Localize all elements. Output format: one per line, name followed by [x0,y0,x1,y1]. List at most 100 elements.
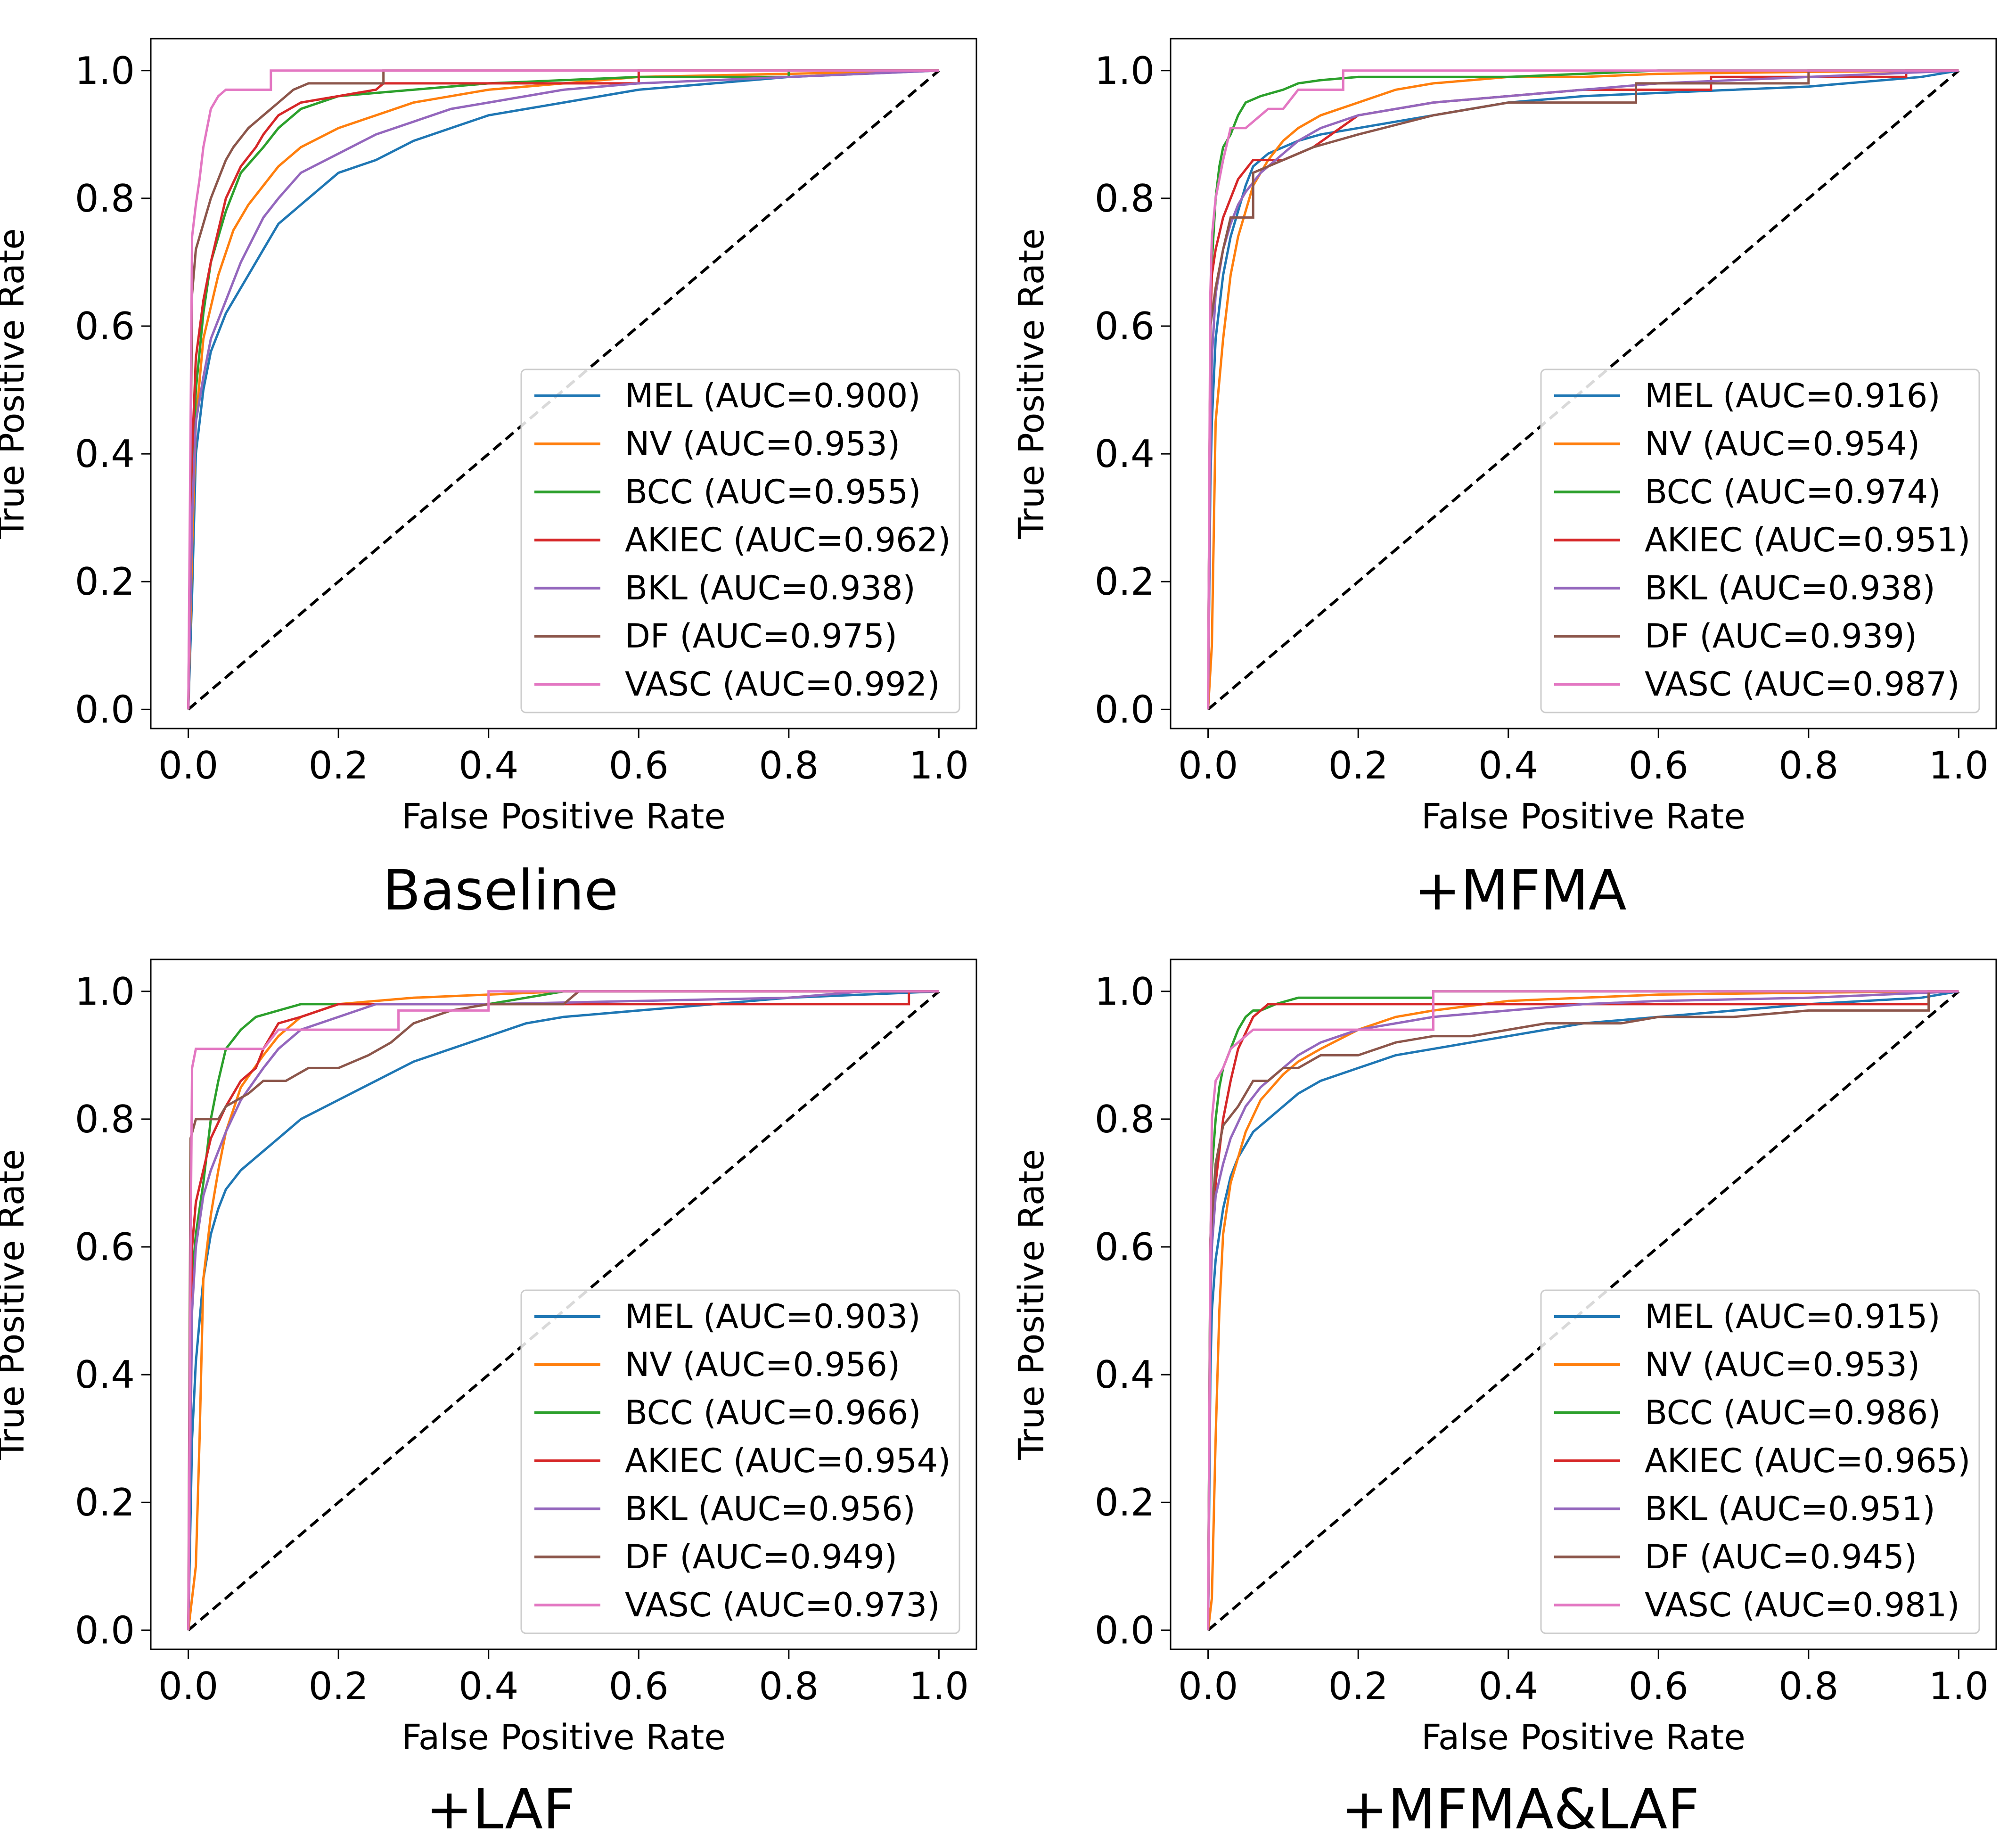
roc-curve-mel [187,69,939,710]
x-axis-label: False Positive Rate [1421,796,1746,837]
roc-curve-vasc [187,990,939,1630]
chance-diagonal-line [187,990,940,1631]
x-axis-label: False Positive Rate [402,1717,726,1758]
roc-curve-df [1207,69,1959,710]
x-tick-label: 0.2 [309,1664,369,1708]
legend-box [520,1289,960,1634]
x-tick-label: 0.8 [1778,744,1838,787]
y-axis-label: True Positive Rate [0,1149,32,1460]
legend-label-mel: MEL (AUC=0.903) [625,1297,921,1336]
roc-curve-nv [1207,990,1959,1630]
legend-label-bkl: BKL (AUC=0.956) [625,1490,916,1528]
roc-curve-vasc [1207,990,1959,1630]
legend: MEL (AUC=0.903) NV (AUC=0.956) BCC (AUC=0.… [520,1289,960,1634]
roc-panel: 0.0 0.2 0.4 0.6 0.8 1.0 0.0 0.2 0.4 0.6 0.8 1.0 Fals… [0,38,977,923]
legend-label-akiec: AKIEC (AUC=0.951) [1645,521,1970,559]
legend-label-df: DF (AUC=0.949) [625,1538,897,1576]
roc-curve-vasc [187,69,939,710]
x-tick-label: 0.6 [1629,744,1688,787]
panel-caption: +MFMA&LAF [1341,1777,1699,1842]
legend-label-df: DF (AUC=0.975) [625,617,897,655]
y-axis-label: True Positive Rate [1011,1149,1052,1460]
y-tick-label: 1.0 [75,970,135,1014]
roc-curve-df [187,69,939,710]
y-tick-label: 0.6 [75,1225,135,1269]
x-tick-label: 0.8 [759,1664,819,1708]
y-tick-label: 0.4 [75,1353,135,1397]
y-tick-label: 0.6 [1095,1225,1155,1269]
legend-label-bcc: BCC (AUC=0.966) [625,1393,921,1432]
legend-label-nv: NV (AUC=0.956) [625,1345,900,1384]
roc-curve-akiec [187,69,939,710]
x-tick-label: 0.0 [1178,1664,1238,1708]
y-tick-label: 0.4 [1095,432,1155,476]
y-tick-label: 0.0 [75,688,135,731]
roc-curve-bcc [187,69,939,710]
x-tick-label: 0.8 [759,744,819,787]
y-tick-label: 0.2 [1095,560,1155,604]
x-tick-label: 0.6 [609,744,669,787]
roc-curve-bkl [187,990,939,1630]
x-axis-label: False Positive Rate [402,796,726,837]
y-tick-label: 0.2 [75,1481,135,1524]
chance-diagonal-line [1207,990,1960,1631]
x-tick-label: 0.0 [158,1664,218,1708]
roc-curve-bkl [187,69,939,710]
y-tick-label: 0.6 [1095,304,1155,348]
legend-label-bcc: BCC (AUC=0.974) [1645,473,1941,511]
panel-caption: Baseline [383,858,618,923]
legend-box [520,369,960,713]
legend-label-akiec: AKIEC (AUC=0.962) [625,521,951,559]
x-tick-label: 1.0 [909,744,969,787]
legend-label-vasc: VASC (AUC=0.973) [625,1586,940,1624]
x-tick-label: 0.0 [158,744,218,787]
y-tick-label: 0.0 [1095,1608,1155,1652]
legend: MEL (AUC=0.916) NV (AUC=0.954) BCC (AUC=0.… [1540,369,1980,713]
legend: MEL (AUC=0.915) NV (AUC=0.953) BCC (AUC=0.… [1540,1289,1980,1634]
y-tick-label: 0.8 [75,177,135,221]
legend-label-bkl: BKL (AUC=0.938) [625,569,916,607]
chance-diagonal-line [187,69,940,711]
x-tick-label: 0.0 [1178,744,1238,787]
panel-caption: +MFMA [1414,858,1626,923]
legend-label-vasc: VASC (AUC=0.992) [625,665,940,704]
panels-layer: 0.0 0.2 0.4 0.6 0.8 1.0 0.0 0.2 0.4 0.6 0.8 1.0 Fals… [0,38,1997,1842]
y-tick-label: 0.2 [75,560,135,604]
x-axis-label: False Positive Rate [1421,1717,1746,1758]
roc-panel: 0.0 0.2 0.4 0.6 0.8 1.0 0.0 0.2 0.4 0.6 0.8 1.0 Fals… [1011,958,1997,1842]
roc-curve-bcc [1207,990,1959,1630]
x-tick-label: 0.8 [1778,1664,1838,1708]
legend-label-nv: NV (AUC=0.953) [625,425,900,463]
panel-caption: +LAF [426,1777,575,1842]
legend-label-bkl: BKL (AUC=0.938) [1645,569,1935,607]
y-tick-label: 0.2 [1095,1481,1155,1524]
y-tick-label: 0.8 [75,1098,135,1141]
x-tick-label: 0.4 [459,1664,518,1708]
chance-diagonal-line [1207,69,1960,711]
legend-box [1540,369,1980,713]
y-tick-label: 0.0 [1095,688,1155,731]
y-tick-label: 0.8 [1095,1098,1155,1141]
y-tick-label: 0.6 [75,304,135,348]
x-tick-label: 0.4 [1478,1664,1538,1708]
y-axis-label: True Positive Rate [1011,228,1052,539]
legend-label-nv: NV (AUC=0.953) [1645,1345,1920,1384]
x-tick-label: 0.2 [1328,744,1388,787]
x-tick-label: 0.2 [309,744,369,787]
legend-label-mel: MEL (AUC=0.900) [625,377,921,415]
legend-label-nv: NV (AUC=0.954) [1645,425,1920,463]
y-tick-label: 0.4 [1095,1353,1155,1397]
x-tick-label: 1.0 [1929,744,1989,787]
y-tick-label: 0.0 [75,1608,135,1652]
y-tick-label: 1.0 [75,49,135,93]
legend-box [1540,1289,1980,1634]
x-tick-label: 0.2 [1328,1664,1388,1708]
y-axis-label: True Positive Rate [0,228,32,539]
legend-label-df: DF (AUC=0.945) [1645,1538,1917,1576]
x-tick-label: 0.6 [1629,1664,1688,1708]
legend-label-mel: MEL (AUC=0.915) [1645,1297,1941,1336]
legend-label-mel: MEL (AUC=0.916) [1645,377,1941,415]
x-tick-label: 1.0 [1929,1664,1989,1708]
roc-curve-nv [1207,69,1959,710]
